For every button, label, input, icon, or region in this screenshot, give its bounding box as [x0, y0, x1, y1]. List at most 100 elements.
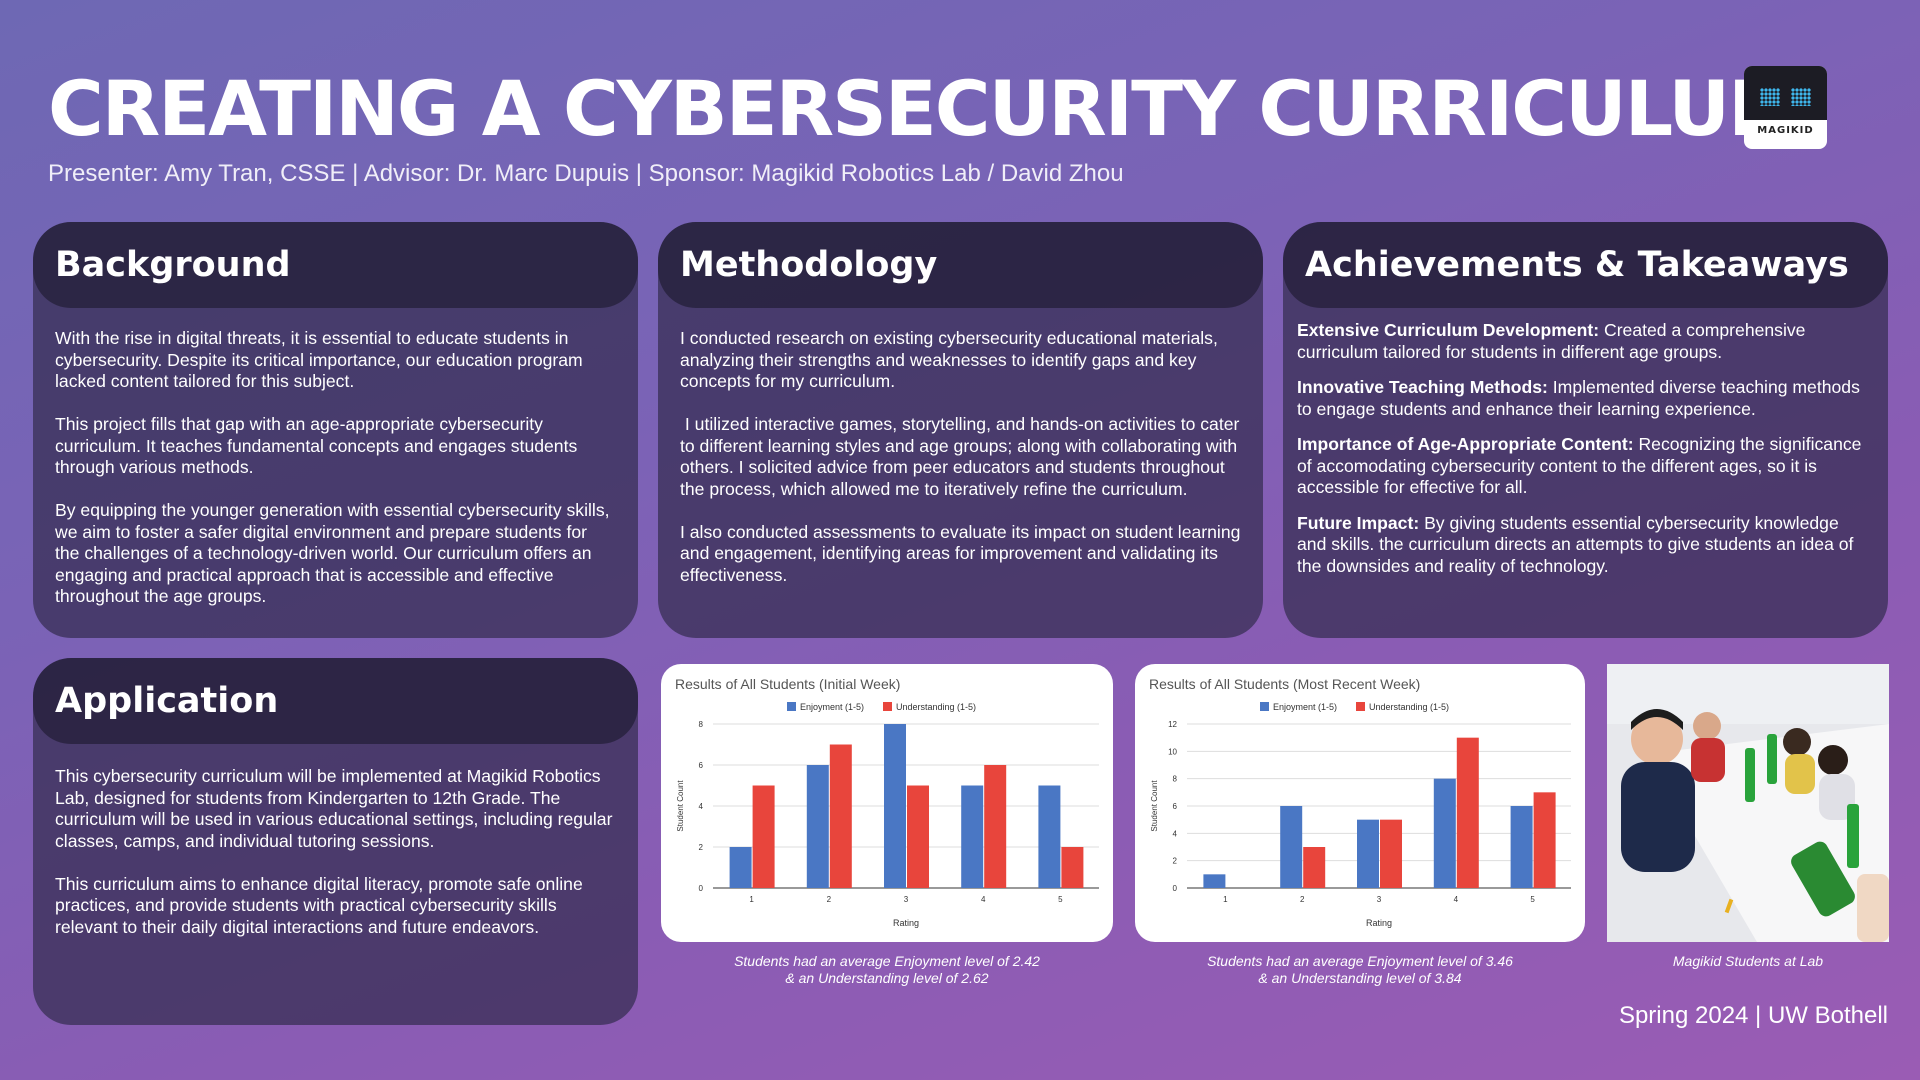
bar: [1061, 847, 1084, 888]
caption-line: Students had an average Enjoyment level …: [1207, 953, 1513, 969]
chart-initial-week: Results of All Students (Initial Week) En…: [675, 676, 1099, 928]
students-photo-illustration: [1607, 664, 1889, 942]
achievement-item: Importance of Age-Appropriate Content: R…: [1297, 434, 1868, 499]
x-tick-label: 3: [1377, 895, 1382, 904]
y-tick-label: 2: [1173, 857, 1178, 866]
x-tick-label: 2: [827, 895, 832, 904]
x-tick-label: 2: [1300, 895, 1305, 904]
application-panel: Application This cybersecurity curriculu…: [33, 658, 638, 1025]
bar: [1203, 874, 1226, 888]
achievement-text: By giving students essential cybersecuri…: [1297, 512, 1854, 576]
x-tick-label: 5: [1530, 895, 1535, 904]
y-tick-label: 12: [1168, 720, 1177, 729]
bar: [884, 724, 906, 888]
methodology-header: Methodology: [658, 222, 1263, 308]
legend-label: Enjoyment (1-5): [800, 702, 864, 712]
y-tick-label: 0: [1173, 884, 1178, 893]
legend-label: Enjoyment (1-5): [1273, 702, 1337, 712]
bar: [961, 785, 984, 888]
poster-subtitle: Presenter: Amy Tran, CSSE | Advisor: Dr.…: [48, 160, 1124, 187]
chart-recent-week-caption: Students had an average Enjoyment level …: [1135, 953, 1585, 987]
students-photo: [1607, 664, 1889, 942]
bar: [1533, 792, 1556, 888]
bar: [1510, 806, 1533, 888]
methodology-body: I conducted research on existing cyberse…: [658, 308, 1263, 586]
y-tick-label: 10: [1168, 747, 1177, 756]
bar: [806, 765, 829, 888]
logo-left-eye: [1760, 88, 1780, 106]
achievement-label: Importance of Age-Appropriate Content:: [1297, 434, 1634, 454]
legend-swatch: [1356, 702, 1365, 711]
logo-robot-face: [1744, 66, 1827, 120]
x-tick-label: 1: [749, 895, 754, 904]
background-paragraph: This project fills that gap with an age-…: [55, 414, 578, 477]
bar: [1357, 819, 1379, 888]
background-paragraph: By equipping the younger generation with…: [55, 500, 610, 606]
methodology-paragraph: I also conducted assessments to evaluate…: [680, 521, 1241, 585]
legend-swatch: [1260, 702, 1269, 711]
y-axis-label: Student Count: [1150, 780, 1159, 832]
methodology-panel: Methodology I conducted research on exis…: [658, 222, 1263, 638]
caption-line: & an Understanding level of 3.84: [1258, 970, 1462, 986]
methodology-paragraph: I conducted research on existing cyberse…: [680, 328, 1218, 391]
application-heading: Application: [55, 681, 279, 721]
bar: [729, 847, 752, 888]
chart-initial-week-card: Results of All Students (Initial Week) En…: [661, 664, 1113, 942]
x-tick-label: 3: [904, 895, 909, 904]
legend-swatch: [787, 702, 796, 711]
achievement-item: Innovative Teaching Methods: Implemented…: [1297, 377, 1868, 420]
achievements-panel: Achievements & Takeaways Extensive Curri…: [1283, 222, 1888, 638]
y-tick-label: 2: [699, 843, 704, 852]
bar: [1303, 847, 1326, 888]
x-tick-label: 4: [981, 895, 986, 904]
bar: [984, 765, 1007, 888]
achievements-heading: Achievements & Takeaways: [1305, 245, 1849, 285]
bar: [1380, 819, 1402, 888]
x-tick-label: 5: [1058, 895, 1063, 904]
bar: [829, 744, 852, 888]
methodology-heading: Methodology: [680, 245, 938, 285]
chart-recent-week-card: Results of All Students (Most Recent Wee…: [1135, 664, 1585, 942]
background-heading: Background: [55, 245, 291, 285]
achievement-text: Implemented diverse teaching methods to …: [1297, 377, 1860, 419]
application-paragraph: This curriculum aims to enhance digital …: [55, 873, 583, 937]
chart-title: Results of All Students (Initial Week): [675, 676, 900, 692]
bar: [1456, 737, 1479, 888]
application-header: Application: [33, 658, 638, 744]
logo-right-eye: [1791, 88, 1811, 106]
legend-swatch: [883, 702, 892, 711]
achievement-item: Future Impact: By giving students essent…: [1297, 513, 1868, 578]
achievement-text: Recognizing the significance of accomoda…: [1297, 434, 1862, 497]
achievement-label: Innovative Teaching Methods:: [1297, 377, 1548, 397]
chart-initial-week-caption: Students had an average Enjoyment level …: [661, 953, 1113, 987]
caption-line: & an Understanding level of 2.62: [785, 970, 989, 986]
achievement-item: Extensive Curriculum Development: Create…: [1297, 320, 1868, 363]
bar: [907, 785, 929, 888]
legend-label: Understanding (1-5): [896, 702, 976, 712]
logo-text: MAGIKID: [1757, 125, 1814, 136]
achievements-body: Extensive Curriculum Development: Create…: [1283, 308, 1888, 577]
y-tick-label: 6: [699, 761, 704, 770]
y-tick-label: 4: [1173, 829, 1178, 838]
footer-term: Spring 2024 | UW Bothell: [1618, 1002, 1888, 1029]
magikid-logo: MAGIKID: [1744, 66, 1827, 149]
achievement-label: Future Impact:: [1297, 512, 1420, 533]
y-axis-label: Student Count: [676, 780, 685, 832]
bar: [752, 785, 775, 888]
application-body: This cybersecurity curriculum will be im…: [33, 744, 638, 938]
background-header: Background: [33, 222, 638, 308]
x-tick-label: 4: [1454, 895, 1459, 904]
background-body: With the rise in digital threats, it is …: [33, 308, 638, 608]
application-paragraph: This cybersecurity curriculum will be im…: [55, 766, 613, 851]
y-tick-label: 8: [699, 720, 704, 729]
y-tick-label: 0: [699, 884, 704, 893]
x-axis-label: Rating: [893, 918, 919, 928]
background-paragraph: With the rise in digital threats, it is …: [55, 328, 583, 391]
achievement-label: Extensive Curriculum Development:: [1297, 320, 1600, 340]
bar: [1038, 785, 1061, 888]
y-tick-label: 8: [1173, 775, 1178, 784]
x-tick-label: 1: [1223, 895, 1228, 904]
background-panel: Background With the rise in digital thre…: [33, 222, 638, 638]
x-axis-label: Rating: [1366, 918, 1392, 928]
chart-recent-week: Results of All Students (Most Recent Wee…: [1149, 676, 1571, 928]
